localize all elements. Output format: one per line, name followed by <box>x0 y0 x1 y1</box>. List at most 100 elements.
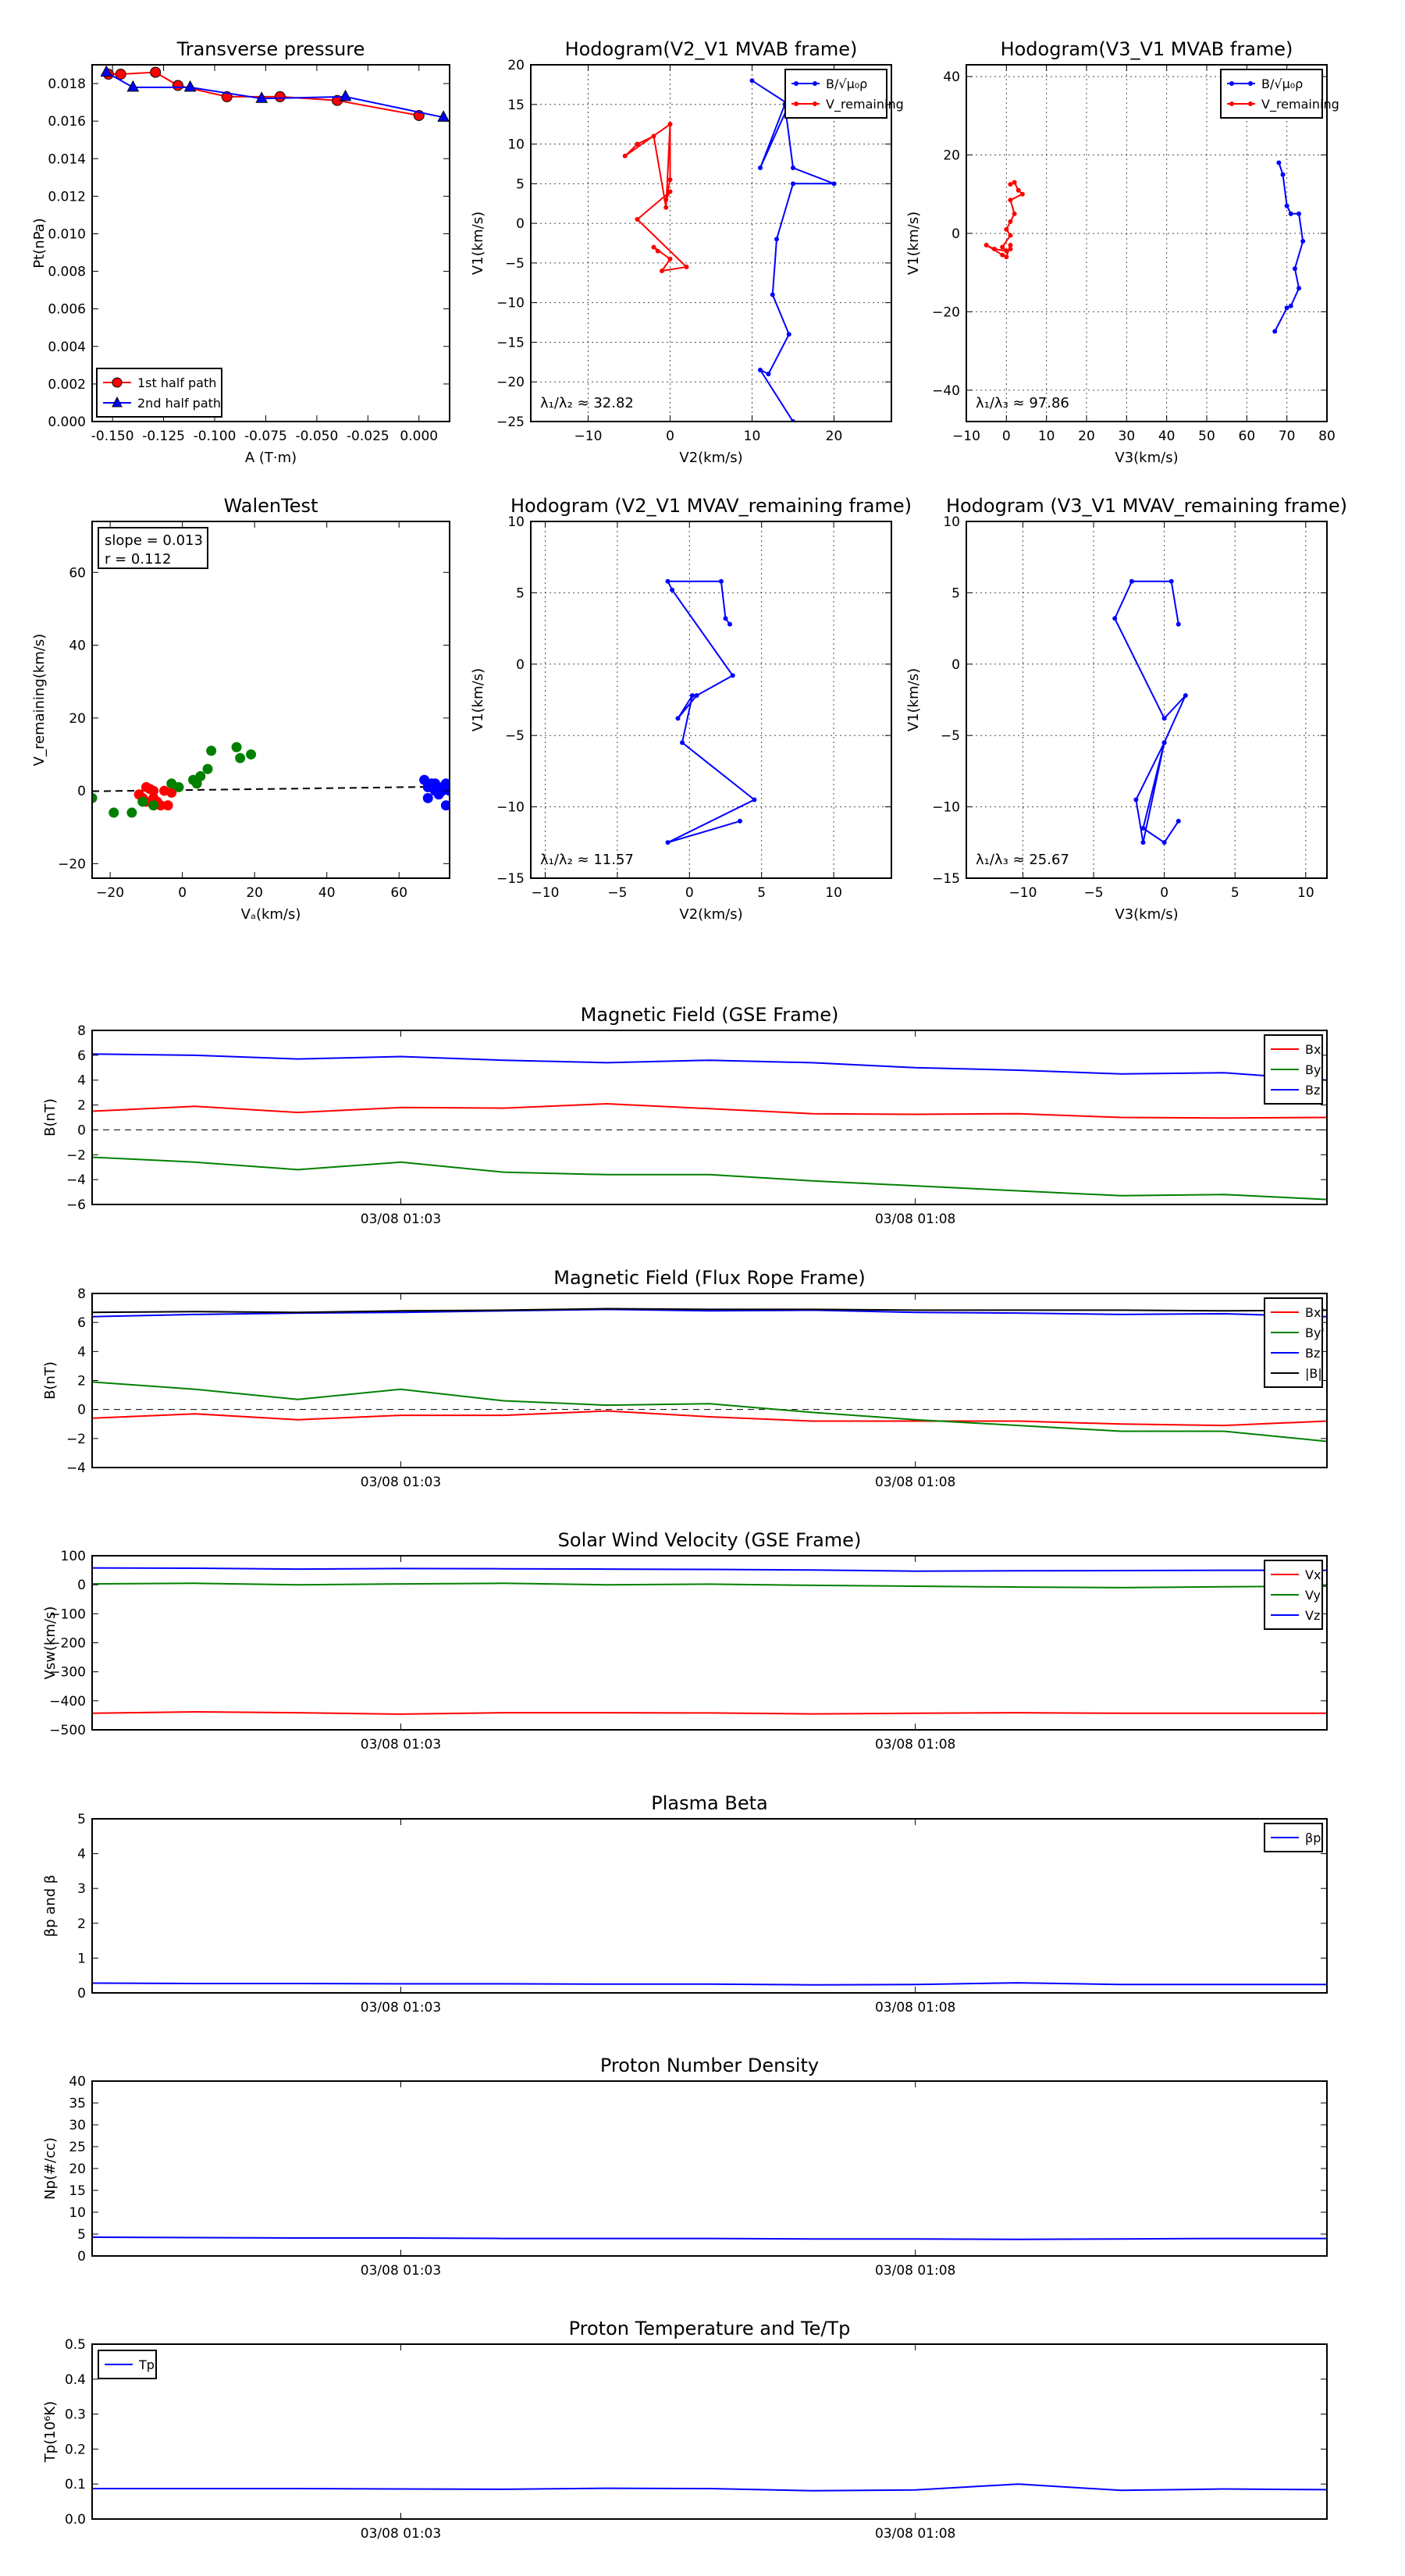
y-tick-label: −5 <box>941 728 960 744</box>
legend-label: V_remaining <box>826 97 904 112</box>
x-axis-label: V3(km/s) <box>1115 906 1178 923</box>
series-line-0 <box>92 1710 1327 1715</box>
y-tick-label: 10 <box>69 2205 86 2221</box>
data-point <box>766 372 771 377</box>
panel-transverse_pressure: -0.150 -0.125 -0.100 -0.075 -0.050 -0.025 0.00… <box>31 38 450 466</box>
series-line-0 <box>92 1410 1327 1427</box>
y-tick-label: 0.2 <box>65 2442 86 2457</box>
y-tick-label: 60 <box>69 565 86 581</box>
y-tick-label: −100 <box>49 1606 86 1622</box>
y-tick-label: 10 <box>943 514 960 530</box>
data-point <box>1129 578 1134 584</box>
y-tick-label: −40 <box>932 383 960 399</box>
data-point <box>1140 826 1146 831</box>
data-point <box>246 749 257 760</box>
y-tick-label: 2 <box>77 1098 86 1114</box>
data-point <box>274 91 286 102</box>
data-point <box>1008 182 1013 187</box>
x-tick-label: 03/08 01:08 <box>875 1737 955 1752</box>
x-tick-label: 03/08 01:03 <box>361 2263 441 2279</box>
data-point <box>758 367 763 372</box>
series-group <box>92 1982 1327 1986</box>
data-point <box>622 153 628 158</box>
y-tick-label: 2 <box>77 1374 86 1389</box>
y-tick-label: 40 <box>943 69 960 85</box>
legend: Tp <box>98 2350 157 2379</box>
y-tick-label: 0 <box>77 1986 86 2001</box>
y-tick-label: 5 <box>77 2227 86 2243</box>
eigenvalue-ratio-label: λ₁/λ₂ ≈ 32.82 <box>540 395 634 411</box>
y-tick-label: 0 <box>516 657 525 673</box>
chart-title: Proton Number Density <box>600 2055 819 2076</box>
legend: βp <box>1264 1823 1323 1852</box>
data-point <box>1016 187 1021 193</box>
legend-label: Bz <box>1305 1083 1320 1098</box>
y-tick-label: 2 <box>77 1916 86 1932</box>
series-group <box>92 1308 1327 1443</box>
y-tick-label: −10 <box>496 296 525 311</box>
chart-title: Hodogram (V3_V1 MVAV_remaining frame) <box>946 495 1347 517</box>
legend-marker <box>794 81 799 86</box>
axes-frame <box>966 64 1328 422</box>
y-tick-label: −20 <box>932 304 960 320</box>
x-tick-label: 0 <box>178 885 187 901</box>
legend-label: 1st half path <box>137 375 216 390</box>
legend-marker <box>112 377 123 388</box>
data-point <box>255 91 269 103</box>
series-line-1 <box>105 71 444 119</box>
data-point <box>1112 616 1118 621</box>
x-axis-label: Vₐ(km/s) <box>241 906 301 923</box>
data-point <box>1288 303 1293 308</box>
chart-title: Magnetic Field (Flux Rope Frame) <box>553 1267 865 1289</box>
y-tick-label: −25 <box>496 415 525 430</box>
legend: Bx By Bz <box>1264 1034 1323 1105</box>
series-line-0 <box>666 580 756 844</box>
data-point <box>137 796 148 807</box>
series-line-2 <box>92 1567 1327 1572</box>
legend-box <box>784 69 887 119</box>
data-point <box>126 807 137 818</box>
x-tick-label: 03/08 01:03 <box>361 2000 441 2016</box>
data-point <box>791 165 795 171</box>
y-tick-label: 5 <box>516 176 525 192</box>
data-point <box>1288 211 1293 216</box>
axes-frame <box>91 521 450 879</box>
y-tick-label: 0.1 <box>65 2477 86 2492</box>
panel-proton_temp: 03/08 01:03 03/08 01:08 0.0 0.1 0.2 0.3 0.4 0.5… <box>42 2318 1328 2542</box>
y-tick-label: 0.014 <box>48 151 86 167</box>
y-tick-label: 1 <box>77 1951 86 1966</box>
legend-label: Bz' <box>1305 1346 1324 1361</box>
data-point <box>108 807 119 818</box>
y-axis-label: V1(km/s) <box>905 212 922 275</box>
series-line-0 <box>92 2483 1327 2492</box>
legend-label: B/√μ₀ρ <box>826 76 867 91</box>
data-point <box>831 181 837 187</box>
legend-label: Vz <box>1305 1608 1320 1623</box>
y-tick-label: 0.018 <box>48 76 86 92</box>
legend-label: |B| <box>1305 1366 1322 1381</box>
legend-marker <box>1248 81 1253 86</box>
x-axis-label: V2(km/s) <box>679 450 742 466</box>
x-tick-label: 03/08 01:08 <box>875 1212 955 1227</box>
legend-label: B/√μ₀ρ <box>1261 76 1303 91</box>
data-point <box>1161 740 1167 745</box>
data-point <box>684 264 689 269</box>
y-tick-label: 100 <box>61 1549 86 1564</box>
y-tick-label: 0 <box>951 226 960 242</box>
chart-title: Transverse pressure <box>176 38 365 60</box>
data-point <box>1008 197 1013 203</box>
x-tick-label: 60 <box>1239 429 1256 444</box>
chart-title: Solar Wind Velocity (GSE Frame) <box>558 1529 862 1551</box>
legend: B/√μ₀ρ V_remaining <box>1220 69 1339 119</box>
series-group <box>92 1567 1327 1715</box>
x-tick-label: −20 <box>96 885 124 901</box>
data-point <box>651 133 656 139</box>
series-line-0 <box>108 71 419 116</box>
x-tick-label: 03/08 01:03 <box>361 1475 441 1490</box>
y-tick-label: −20 <box>58 856 86 872</box>
y-tick-label: −15 <box>496 335 525 350</box>
data-point <box>235 753 246 763</box>
series-line-0 <box>751 80 834 422</box>
y-axis-label: V1(km/s) <box>470 668 486 731</box>
